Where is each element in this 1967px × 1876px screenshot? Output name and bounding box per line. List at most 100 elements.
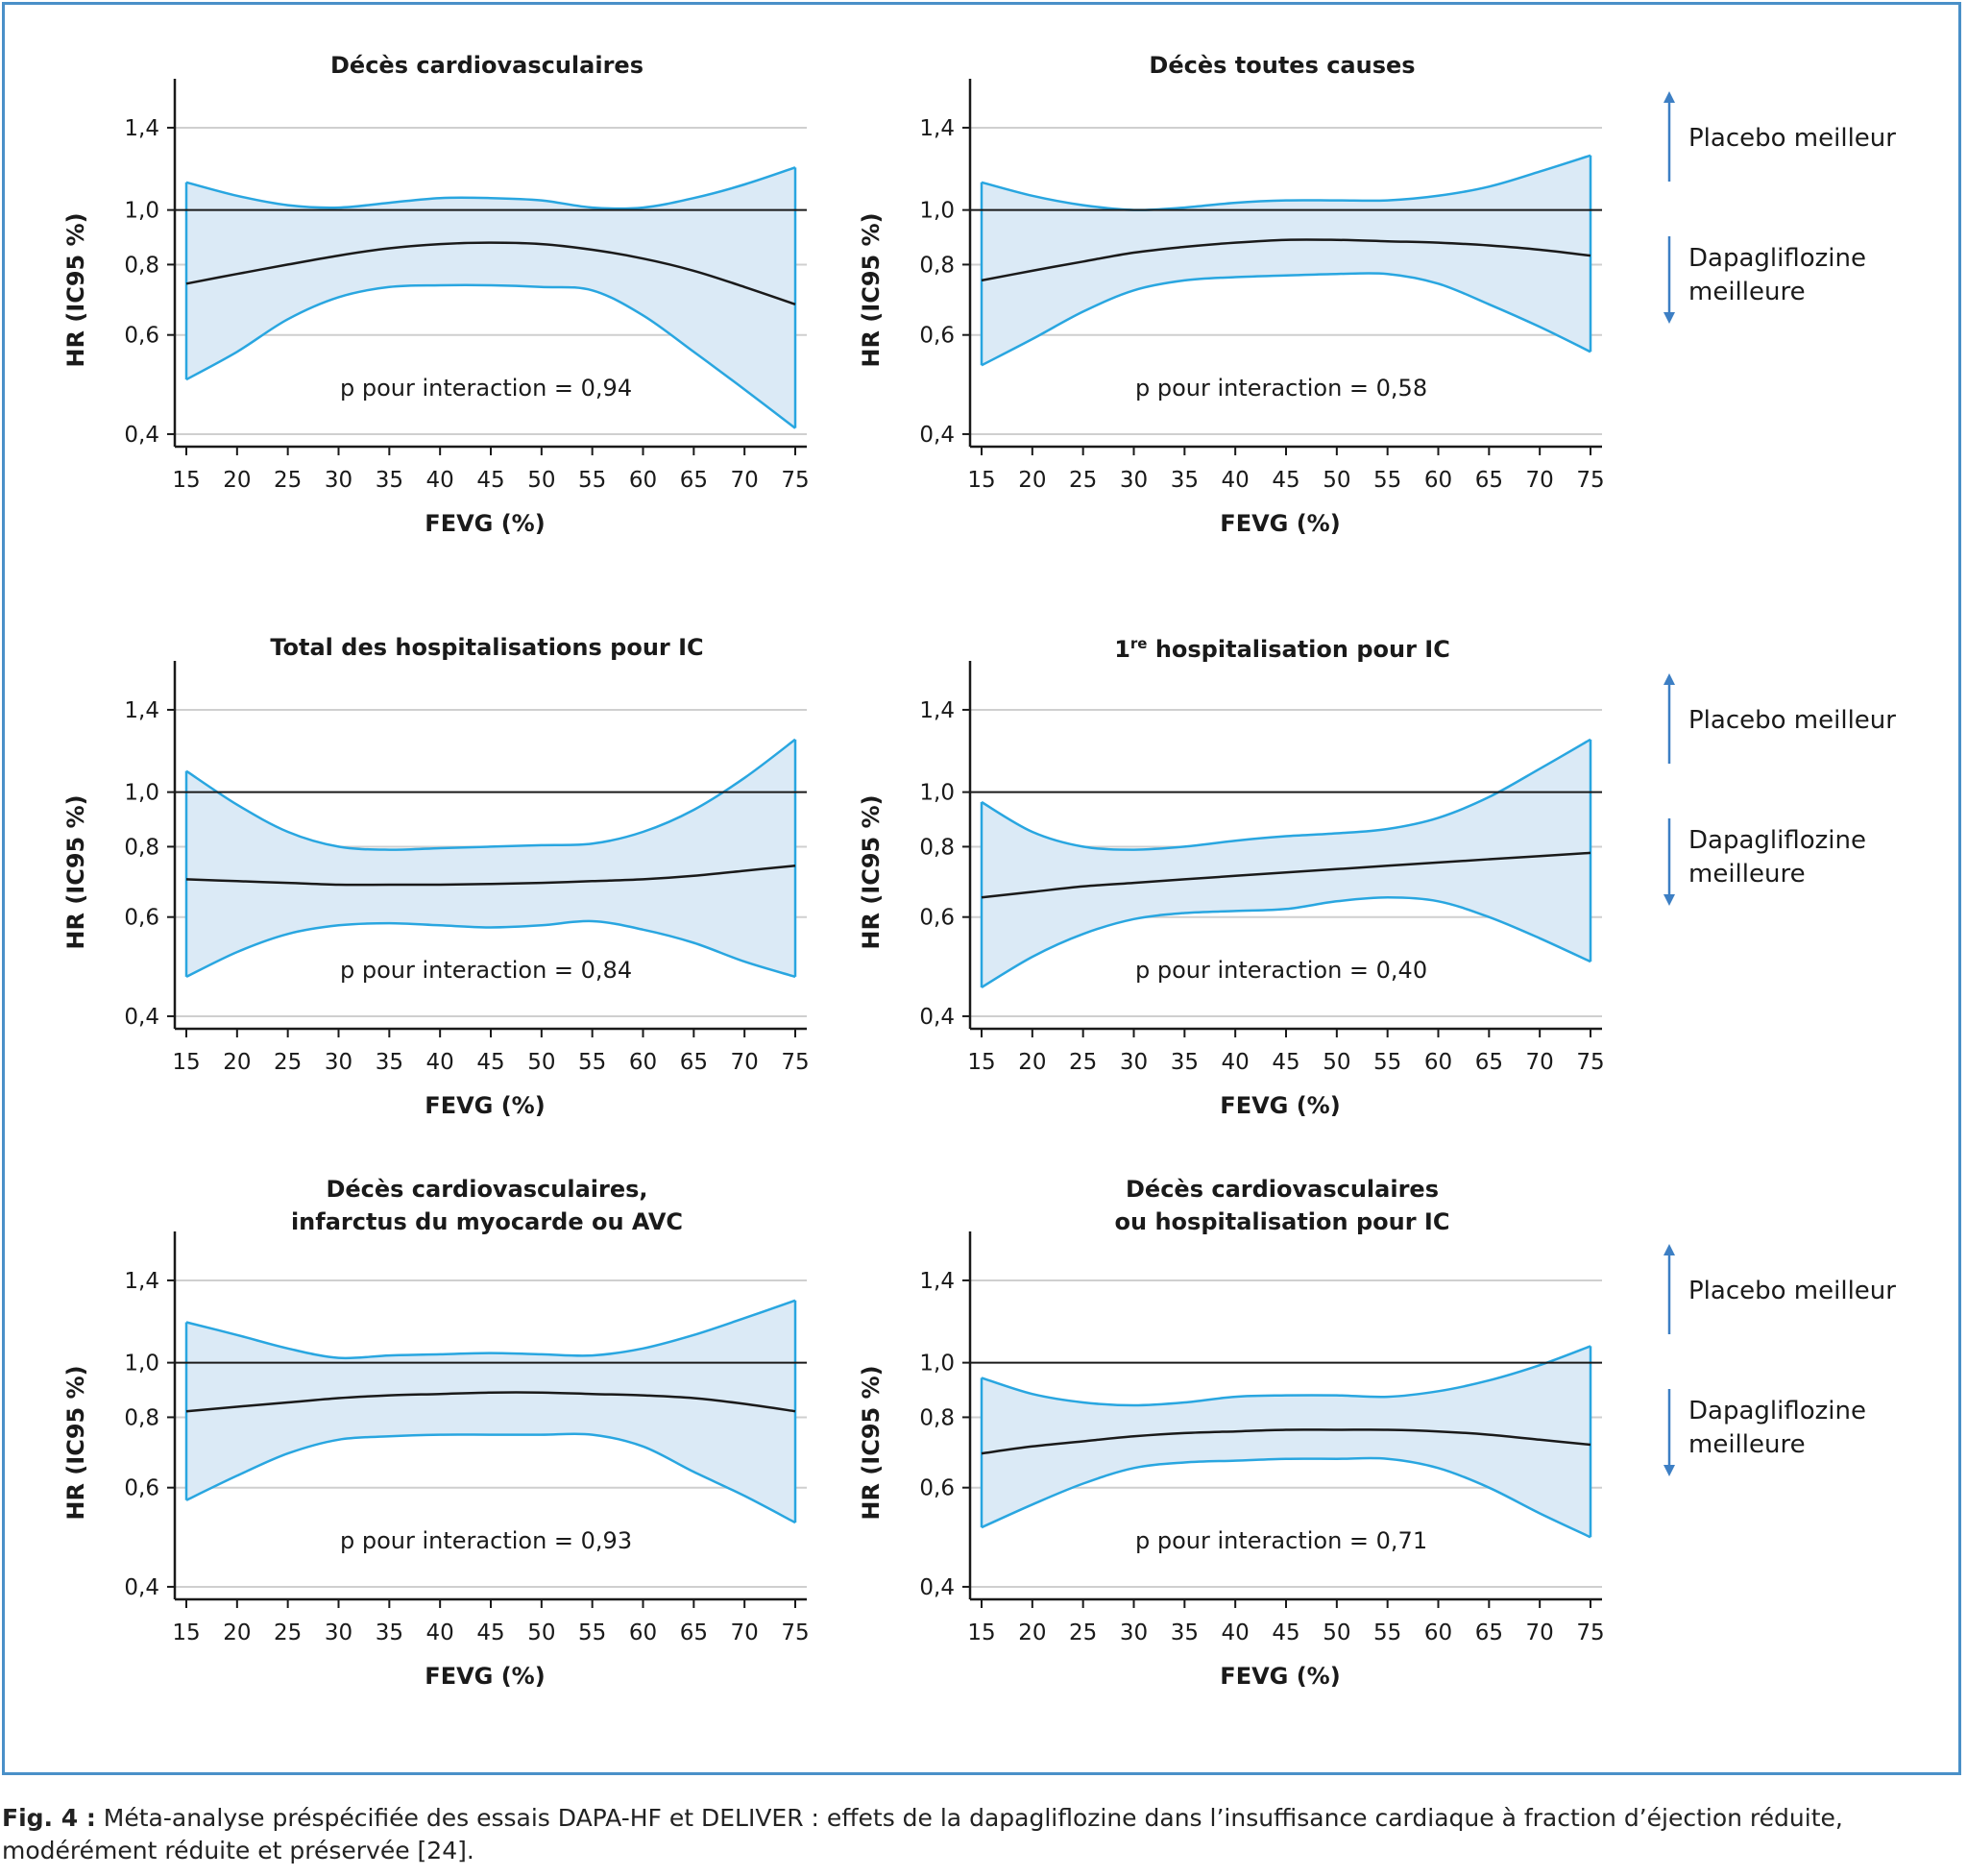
y-tick-label: 1,0	[124, 1352, 159, 1377]
x-tick-label: 20	[1018, 1620, 1046, 1645]
y-tick-label: 1,4	[919, 698, 955, 723]
arrowhead-down-icon	[1663, 312, 1675, 324]
p-interaction-annotation: p pour interaction = 0,58	[1135, 375, 1427, 402]
p-interaction-annotation: p pour interaction = 0,71	[1135, 1527, 1427, 1554]
confidence-band	[186, 739, 795, 977]
y-tick-label: 0,8	[124, 1405, 159, 1430]
chart-title: Décès toutes causes	[1149, 52, 1415, 79]
chart-panel-6: Décès cardiovasculaires ou hospitalisatio…	[858, 1176, 1605, 1690]
side-legend-2: Placebo meilleur Dapagliflozine meilleure	[1663, 673, 1896, 906]
p-interaction-annotation: p pour interaction = 0,93	[340, 1527, 632, 1554]
chart-panel-2: Décès toutes causes 0,4 0,6 0,8 1,0 1,4 15 20 25…	[858, 52, 1605, 537]
hr-line	[981, 851, 1591, 899]
figure-frame	[2, 2, 1961, 1775]
dapagliflozine-label: Dapagliflozine	[1688, 244, 1866, 273]
p-interaction-annotation: p pour interaction = 0,40	[1135, 957, 1427, 984]
x-tick-label: 70	[1526, 1050, 1554, 1075]
x-tick-label: 75	[1576, 1050, 1604, 1075]
chart-panel-1: Décès cardiovasculaires 0,4 0,6 0,8 1,0 1,4 15…	[62, 52, 810, 537]
x-tick-label: 20	[223, 1620, 251, 1645]
placebo-label: Placebo meilleur	[1688, 1277, 1896, 1305]
x-tick-label: 40	[426, 468, 454, 493]
x-tick-label: 45	[476, 468, 504, 493]
y-tick-label: 0,4	[919, 423, 955, 448]
y-tick-label: 1,4	[124, 116, 159, 141]
y-tick-label: 0,8	[124, 835, 159, 860]
x-tick-label: 75	[781, 1620, 809, 1645]
y-tick-label: 0,6	[919, 1476, 955, 1501]
confidence-band	[982, 155, 1591, 366]
chart-title: Décès cardiovasculaires,	[326, 1176, 647, 1203]
hr-line	[185, 1391, 796, 1413]
hr-line	[185, 865, 796, 887]
arrowhead-up-icon	[1663, 1244, 1675, 1255]
x-tick-label: 50	[527, 1620, 555, 1645]
x-tick-label: 30	[325, 1050, 352, 1075]
x-tick-label: 25	[274, 1620, 302, 1645]
hr-line	[981, 1428, 1591, 1455]
y-tick-label: 0,6	[124, 906, 159, 931]
y-tick-label: 0,4	[124, 423, 159, 448]
x-tick-label: 35	[376, 468, 403, 493]
x-tick-label: 25	[1069, 1620, 1097, 1645]
upper-ci-line	[185, 1299, 796, 1360]
lower-ci-line	[981, 896, 1591, 988]
x-tick-label: 25	[1069, 468, 1097, 493]
y-tick-label: 0,4	[124, 1005, 159, 1030]
x-tick-label: 40	[1222, 1050, 1250, 1075]
placebo-label: Placebo meilleur	[1688, 706, 1896, 735]
x-tick-label: 25	[274, 468, 302, 493]
x-tick-label: 75	[1576, 468, 1604, 493]
x-axis-label: FEVG (%)	[425, 510, 545, 537]
x-tick-label: 30	[325, 1620, 352, 1645]
lower-ci-line	[185, 1432, 796, 1524]
confidence-band	[982, 739, 1591, 987]
x-tick-label: 35	[1171, 1620, 1199, 1645]
x-axis-label: FEVG (%)	[1220, 1663, 1340, 1690]
x-tick-label: 35	[1171, 1050, 1199, 1075]
y-tick-label: 0,8	[124, 253, 159, 278]
x-tick-label: 55	[578, 468, 606, 493]
y-tick-label: 1,0	[919, 199, 955, 224]
y-axis-label: HR (IC95 %)	[858, 794, 885, 949]
x-tick-label: 25	[274, 1050, 302, 1075]
x-tick-label: 70	[731, 468, 759, 493]
y-axis-label: HR (IC95 %)	[858, 212, 885, 367]
y-tick-label: 0,6	[124, 324, 159, 349]
x-tick-label: 15	[172, 1050, 200, 1075]
x-tick-label: 20	[223, 468, 251, 493]
x-axis-label: FEVG (%)	[1220, 1092, 1340, 1119]
lower-ci-line	[981, 1456, 1591, 1539]
lower-ci-line	[981, 272, 1591, 367]
x-tick-label: 65	[1475, 1050, 1503, 1075]
upper-ci-line	[981, 1345, 1591, 1407]
arrowhead-up-icon	[1663, 673, 1675, 685]
x-tick-label: 15	[967, 468, 995, 493]
x-tick-label: 40	[426, 1050, 454, 1075]
x-tick-label: 55	[578, 1620, 606, 1645]
x-tick-label: 45	[476, 1620, 504, 1645]
x-tick-label: 15	[967, 1620, 995, 1645]
x-tick-label: 15	[172, 468, 200, 493]
charts-svg: Décès cardiovasculaires 0,4 0,6 0,8 1,0 1,4 15…	[62, 52, 1896, 1690]
y-tick-label: 0,8	[919, 253, 955, 278]
x-tick-label: 40	[1222, 1620, 1250, 1645]
caption-label: Fig. 4 :	[2, 1804, 96, 1832]
chart-subtitle: ou hospitalisation pour IC	[1115, 1208, 1450, 1235]
hr-line	[981, 238, 1591, 282]
y-tick-label: 1,4	[124, 698, 159, 723]
x-tick-label: 65	[680, 1620, 708, 1645]
x-tick-label: 30	[325, 468, 352, 493]
x-tick-label: 55	[1373, 1050, 1401, 1075]
y-tick-label: 0,4	[919, 1005, 955, 1030]
x-tick-label: 60	[1424, 1620, 1452, 1645]
chart-panel-3: Total des hospitalisations pour IC 0,4 0,6…	[62, 634, 810, 1119]
x-tick-label: 50	[527, 1050, 555, 1075]
upper-ci-line	[185, 166, 796, 210]
x-tick-label: 60	[629, 1620, 657, 1645]
x-tick-label: 45	[1272, 1620, 1299, 1645]
x-tick-label: 35	[1171, 468, 1199, 493]
x-tick-label: 75	[781, 468, 809, 493]
arrowhead-down-icon	[1663, 894, 1675, 906]
upper-ci-line	[981, 738, 1591, 851]
